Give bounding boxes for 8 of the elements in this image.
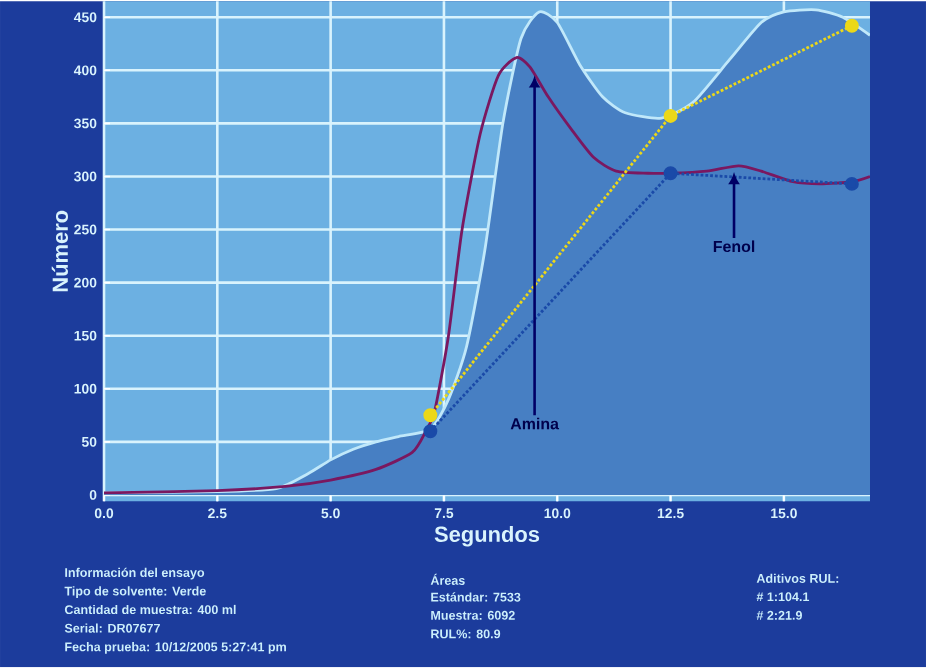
y-axis-title: Número [51,211,68,292]
point [423,408,438,423]
point [663,166,678,181]
point [663,109,678,124]
point [844,19,859,34]
point [844,177,859,192]
x-axis-title: Segundos [434,526,540,547]
point [423,424,438,439]
